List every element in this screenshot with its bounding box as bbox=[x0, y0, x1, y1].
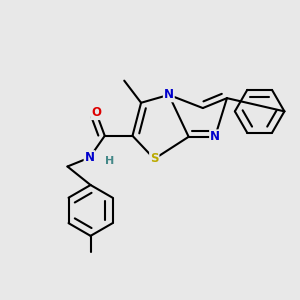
Text: N: N bbox=[210, 130, 220, 143]
Text: O: O bbox=[91, 106, 101, 119]
Text: S: S bbox=[150, 152, 158, 165]
Text: N: N bbox=[164, 88, 174, 101]
Text: H: H bbox=[105, 156, 115, 166]
Text: N: N bbox=[85, 151, 94, 164]
